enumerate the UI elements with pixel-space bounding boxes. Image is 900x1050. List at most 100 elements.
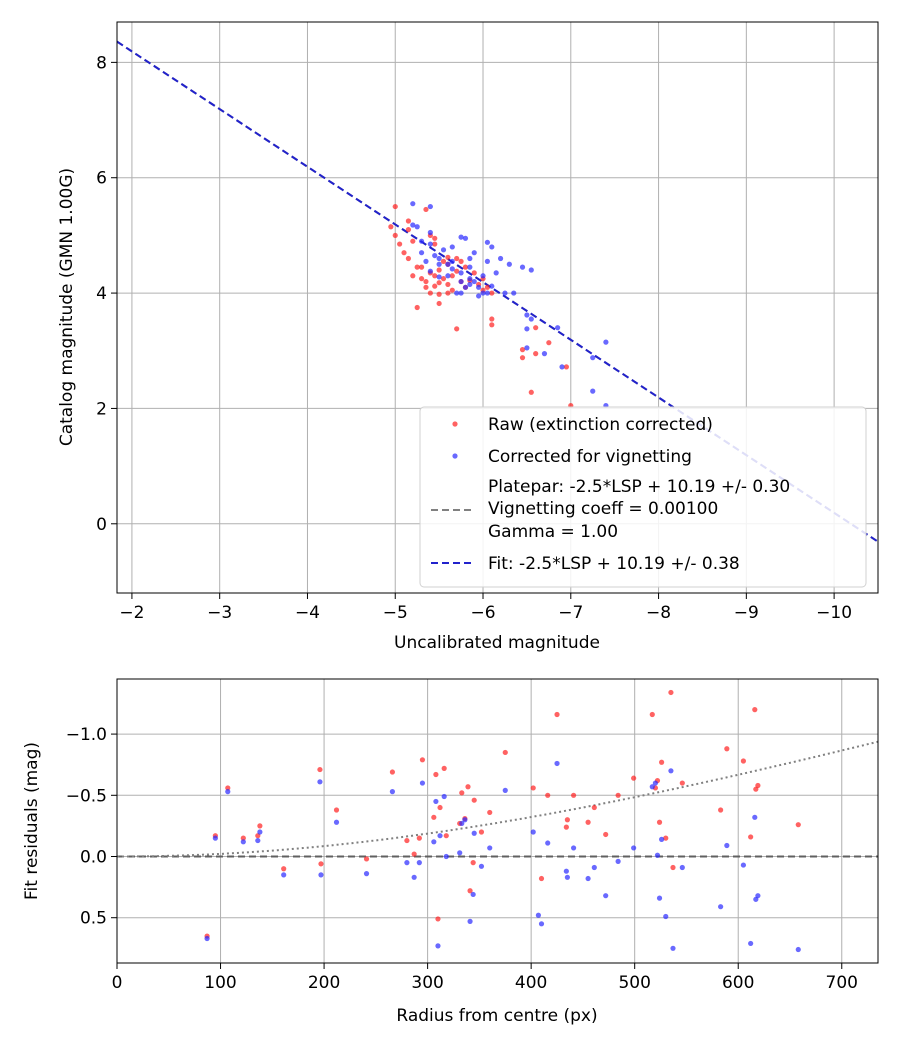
legend-box bbox=[419, 406, 867, 588]
top-corrected-point bbox=[436, 261, 442, 267]
bottom-corrected-point bbox=[459, 820, 465, 827]
bottom-raw-point bbox=[663, 835, 669, 841]
top-corrected-point bbox=[449, 258, 455, 264]
top-corrected-point bbox=[471, 278, 477, 285]
bottom-corrected-point bbox=[435, 943, 441, 949]
bottom-raw-point bbox=[363, 856, 370, 862]
bottom-corrected-point bbox=[318, 872, 324, 878]
bottom-corrected-point bbox=[564, 874, 570, 880]
top-corrected-point bbox=[524, 345, 530, 351]
y-tick-label: 2 bbox=[96, 399, 107, 419]
bottom-x-ticks: 0 100 200 300 400 500 600 700 bbox=[112, 963, 858, 993]
top-corrected-point bbox=[497, 255, 504, 262]
top-raw-point bbox=[462, 264, 469, 270]
bottom-corrected-point bbox=[404, 860, 410, 866]
top-corrected-point bbox=[524, 312, 530, 318]
bottom-corrected-point bbox=[433, 798, 439, 805]
y-tick-label: 0.0 bbox=[80, 848, 107, 868]
top-raw-point bbox=[397, 241, 403, 247]
bottom-raw-point bbox=[649, 711, 655, 718]
bottom-raw-point bbox=[668, 689, 674, 696]
top-corrected-point bbox=[418, 238, 425, 244]
bottom-corrected-point bbox=[724, 842, 730, 849]
bottom-y-ticks: 0.5 0.0 −0.5 −1.0 bbox=[66, 725, 117, 929]
top-corrected-point bbox=[462, 235, 469, 241]
top-corrected-point bbox=[414, 224, 420, 230]
top-corrected-point bbox=[528, 316, 534, 322]
x-tick-label: 600 bbox=[722, 973, 754, 993]
y-tick-label: 6 bbox=[96, 169, 107, 189]
top-raw-point bbox=[432, 241, 438, 247]
top-corrected-point bbox=[484, 290, 491, 296]
top-raw-point bbox=[454, 268, 460, 274]
top-corrected-point bbox=[480, 273, 486, 279]
top-corrected-point bbox=[467, 255, 473, 262]
top-x-axis-label: Uncalibrated magnitude bbox=[394, 633, 600, 653]
bottom-corrected-point bbox=[530, 829, 536, 835]
bottom-corrected-point bbox=[649, 784, 655, 790]
top-corrected-point bbox=[445, 273, 451, 279]
bottom-corrected-point bbox=[585, 875, 591, 882]
bottom-corrected-point bbox=[603, 893, 609, 899]
bottom-raw-point bbox=[795, 822, 801, 828]
bottom-corrected-point bbox=[659, 836, 665, 842]
top-corrected-point bbox=[476, 293, 482, 299]
top-raw-point bbox=[436, 280, 442, 286]
y-tick-label: 4 bbox=[96, 284, 107, 304]
top-corrected-point bbox=[427, 229, 433, 236]
top-raw-point bbox=[445, 254, 451, 260]
top-y-axis-label: Catalog magnitude (GMN 1.00G) bbox=[57, 168, 77, 446]
y-tick-label: −1.0 bbox=[66, 725, 107, 745]
bottom-residuals-chart: 0 100 200 300 400 500 600 700 0.5 0.0 −0.5 −1.0 Ra… bbox=[22, 678, 879, 1026]
y-tick-label: 0 bbox=[96, 515, 107, 535]
top-corrected-point bbox=[559, 364, 565, 370]
top-raw-point bbox=[405, 255, 412, 262]
x-tick-label: 200 bbox=[308, 973, 340, 993]
x-tick-label: −10 bbox=[816, 603, 852, 623]
bottom-raw-point bbox=[240, 835, 246, 841]
top-corrected-point bbox=[528, 267, 534, 273]
bottom-raw-point bbox=[470, 860, 476, 866]
bottom-corrected-point bbox=[656, 895, 663, 901]
bottom-corrected-point bbox=[443, 853, 449, 860]
bottom-raw-point bbox=[502, 749, 508, 756]
x-tick-label: −8 bbox=[646, 603, 671, 623]
bottom-corrected-point bbox=[654, 852, 661, 858]
top-raw-point bbox=[432, 283, 438, 289]
top-corrected-point bbox=[476, 284, 482, 290]
bottom-raw-point bbox=[281, 866, 287, 872]
bottom-raw-point bbox=[431, 814, 437, 820]
bottom-corrected-point bbox=[255, 837, 261, 844]
top-plot-frame bbox=[116, 21, 879, 594]
top-corrected-point bbox=[467, 281, 473, 288]
top-corrected-point bbox=[410, 222, 416, 228]
top-corrected-point bbox=[458, 278, 464, 285]
top-legend: Raw (extinction corrected) Corrected for… bbox=[419, 406, 867, 588]
bottom-raw-point bbox=[437, 804, 443, 811]
top-corrected-point bbox=[449, 266, 455, 272]
top-raw-point bbox=[449, 287, 455, 293]
bottom-raw-point bbox=[679, 780, 685, 786]
bottom-corrected-point bbox=[333, 819, 340, 825]
bottom-corrected-point bbox=[240, 839, 246, 845]
bottom-corrected-point bbox=[204, 935, 210, 942]
top-corrected-point bbox=[427, 203, 433, 210]
bottom-raw-point bbox=[538, 875, 545, 882]
bottom-corrected-point bbox=[363, 871, 370, 877]
top-corrected-point bbox=[506, 261, 512, 267]
bottom-raw-point bbox=[724, 746, 730, 752]
bottom-raw-point bbox=[419, 757, 426, 763]
top-corrected-point bbox=[449, 244, 455, 250]
x-tick-label: −9 bbox=[734, 603, 759, 623]
legend-corrected-label: Corrected for vignetting bbox=[488, 447, 692, 467]
bottom-corrected-point bbox=[538, 921, 545, 927]
y-tick-label: 8 bbox=[96, 53, 107, 73]
bottom-corrected-point bbox=[535, 912, 541, 918]
top-corrected-point bbox=[519, 264, 526, 270]
top-raw-point bbox=[533, 351, 539, 357]
top-raw-point bbox=[519, 347, 526, 353]
bottom-raw-point bbox=[404, 837, 410, 844]
top-corrected-point bbox=[480, 290, 486, 296]
bottom-corrected-point bbox=[212, 835, 218, 841]
bottom-raw-point bbox=[257, 823, 263, 829]
